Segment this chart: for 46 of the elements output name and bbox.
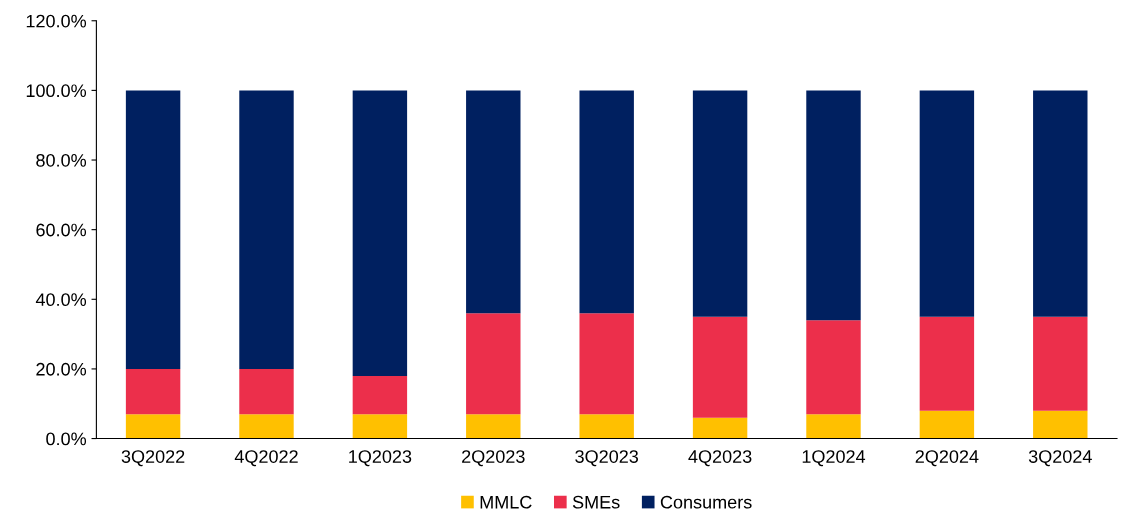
legend-label: SMEs — [572, 495, 620, 509]
bar — [239, 414, 294, 439]
x-tick-label: 4Q2022 — [234, 450, 298, 467]
x-tick-label: 3Q2024 — [1028, 450, 1092, 467]
legend-label: MMLC — [480, 495, 532, 509]
bar — [919, 410, 975, 439]
bar — [692, 90, 748, 317]
y-tick-label: 20.0% — [36, 362, 87, 376]
x-tick-label: 1Q2024 — [802, 450, 866, 467]
bar — [919, 316, 975, 411]
bar — [1033, 316, 1088, 411]
bar — [1033, 410, 1088, 439]
bar — [579, 313, 634, 415]
bar — [466, 90, 521, 314]
x-tick-label: 2Q2024 — [915, 450, 979, 467]
y-tick-label: 80.0% — [36, 153, 87, 167]
bar — [352, 90, 408, 376]
bar — [125, 90, 181, 369]
x-tick-label: 4Q2023 — [688, 450, 752, 467]
bar — [579, 90, 634, 314]
bar — [125, 368, 181, 415]
bar — [579, 414, 634, 439]
y-tick-label: 120.0% — [26, 14, 87, 28]
bar — [806, 414, 861, 439]
bar — [239, 368, 294, 415]
bar — [692, 316, 748, 418]
bar — [352, 375, 408, 415]
x-tick-label: 3Q2022 — [121, 450, 185, 467]
bar — [806, 90, 861, 321]
bar — [239, 90, 294, 369]
bar — [806, 320, 861, 415]
y-tick-label: 60.0% — [36, 223, 87, 237]
y-tick-label: 0.0% — [46, 432, 87, 446]
legend-label: Consumers — [660, 495, 752, 509]
x-tick-label: 3Q2023 — [575, 450, 639, 467]
bar — [466, 313, 521, 415]
bar — [692, 417, 748, 439]
x-tick-label: 1Q2023 — [349, 450, 412, 467]
bar — [125, 414, 181, 439]
bar — [352, 414, 408, 439]
y-tick-label: 40.0% — [35, 293, 87, 307]
bar — [1033, 90, 1088, 317]
x-tick-label: 2Q2023 — [462, 450, 525, 467]
bar — [919, 90, 975, 317]
y-tick-label: 100.0% — [26, 84, 87, 98]
bar — [466, 414, 521, 439]
